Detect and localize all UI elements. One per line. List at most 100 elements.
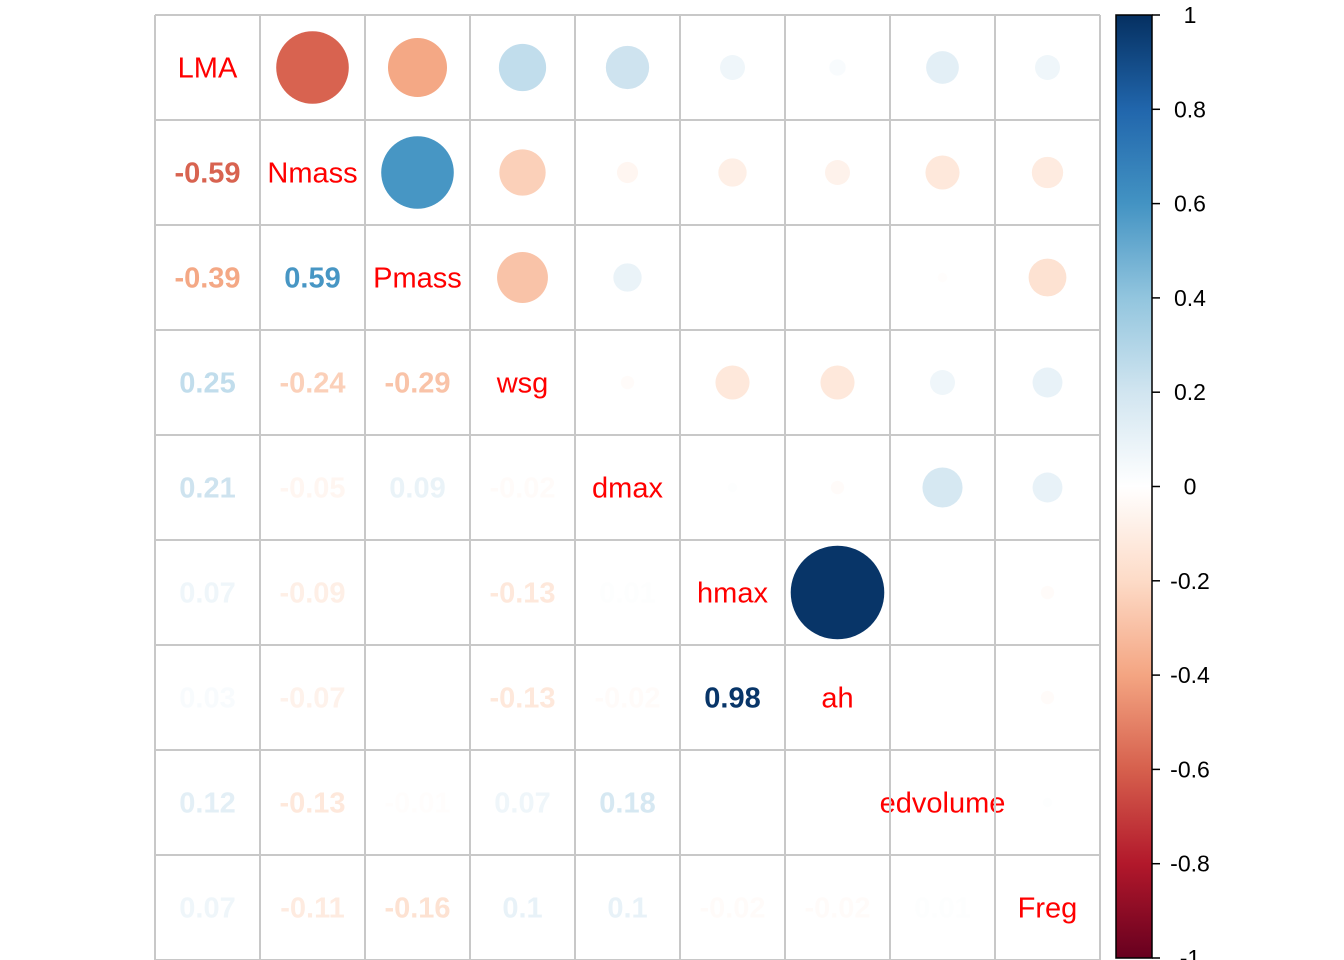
cell-Pmass-ah: [785, 225, 890, 330]
corr-value-Freg-edvolume: 0.01: [914, 893, 970, 925]
corr-circle-wsg-dmax: [620, 375, 635, 390]
corr-value-hmax-dmax: 0.01: [599, 578, 655, 610]
cell-Nmass-Nmass: [260, 120, 365, 225]
corr-value-hmax-LMA: 0.07: [179, 578, 235, 610]
corr-circle-LMA-ah: [829, 59, 846, 76]
cell-ah-Nmass: [260, 645, 365, 750]
corr-value-edvolume-Pmass: -0.01: [384, 788, 450, 820]
corr-circle-Nmass-ah: [825, 160, 850, 185]
color-legend-tick-label: -0.4: [1170, 662, 1210, 688]
cell-Freg-Pmass: [365, 855, 470, 960]
corr-value-dmax-Pmass: 0.09: [389, 473, 445, 505]
corr-circle-LMA-edvolume: [926, 51, 959, 84]
variable-label-wsg: wsg: [496, 368, 549, 400]
cell-wsg-LMA: [155, 330, 260, 435]
cell-hmax-Pmass: [365, 540, 470, 645]
variable-label-LMA: LMA: [178, 53, 238, 85]
corr-circle-dmax-edvolume: [922, 467, 963, 508]
color-legend-tick-label: -1: [1180, 945, 1200, 960]
variable-label-Nmass: Nmass: [267, 158, 357, 190]
color-legend-tick-label: -0.8: [1170, 851, 1210, 877]
cell-dmax-LMA: [155, 435, 260, 540]
corr-value-edvolume-ah: 0: [829, 788, 845, 820]
cell-ah-wsg: [470, 645, 575, 750]
corr-circle-Nmass-edvolume: [925, 155, 960, 190]
cell-hmax-hmax: [680, 540, 785, 645]
corr-value-Freg-Nmass: -0.11: [280, 893, 345, 925]
corr-circle-Nmass-wsg: [499, 149, 546, 196]
corr-value-edvolume-LMA: 0.12: [179, 788, 235, 820]
cell-Freg-dmax: [575, 855, 680, 960]
cell-dmax-Nmass: [260, 435, 365, 540]
cell-Nmass-LMA: [155, 120, 260, 225]
color-legend-tick-label: 1: [1184, 2, 1197, 28]
corr-circle-Pmass-Freg: [1028, 258, 1067, 297]
color-legend-bar: [1115, 14, 1153, 959]
corr-circle-Nmass-Freg: [1031, 156, 1064, 189]
corr-value-Freg-wsg: 0.1: [502, 893, 542, 925]
corr-circle-Pmass-edvolume: [937, 272, 948, 283]
corr-value-Freg-dmax: 0.1: [607, 893, 647, 925]
corr-circle-LMA-wsg: [498, 43, 547, 92]
corr-value-wsg-LMA: 0.25: [179, 368, 235, 400]
cell-hmax-wsg: [470, 540, 575, 645]
corr-circle-Nmass-dmax: [616, 161, 639, 184]
cell-Pmass-Nmass: [260, 225, 365, 330]
corr-value-edvolume-hmax: 0: [724, 788, 740, 820]
corr-value-dmax-wsg: -0.02: [489, 473, 555, 505]
corr-circle-LMA-dmax: [605, 45, 650, 90]
cell-edvolume-ah: [785, 750, 890, 855]
variable-label-dmax: dmax: [592, 473, 663, 505]
corr-circle-Pmass-dmax: [613, 263, 642, 292]
color-legend-tick-label: 0.6: [1174, 191, 1206, 217]
cell-Freg-edvolume: [890, 855, 995, 960]
cell-Freg-hmax: [680, 855, 785, 960]
corr-circle-wsg-Freg: [1032, 367, 1063, 398]
cell-edvolume-edvolume: [890, 750, 995, 855]
corr-circle-wsg-edvolume: [930, 370, 955, 395]
variable-label-Pmass: Pmass: [373, 263, 462, 295]
cell-Freg-wsg: [470, 855, 575, 960]
cell-Pmass-Pmass: [365, 225, 470, 330]
cell-Freg-ah: [785, 855, 890, 960]
corr-value-dmax-Nmass: -0.05: [279, 473, 345, 505]
color-legend-tick-label: 0: [1184, 474, 1197, 500]
corr-circle-LMA-Nmass: [276, 31, 349, 104]
color-legend-ticks: 1 0.8 0.6 0.4 0.2 0 -0.2 -0.4 -0.6 -0.8 -1: [1152, 2, 1210, 960]
cell-edvolume-wsg: [470, 750, 575, 855]
corr-circle-Pmass-wsg: [497, 252, 548, 303]
cell-dmax-wsg: [470, 435, 575, 540]
cell-dmax-dmax: [575, 435, 680, 540]
corr-value-edvolume-Nmass: -0.13: [279, 788, 345, 820]
corr-value-Nmass-LMA: -0.59: [174, 158, 240, 190]
corr-value-dmax-LMA: 0.21: [179, 473, 235, 505]
cell-ah-LMA: [155, 645, 260, 750]
cell-Pmass-LMA: [155, 225, 260, 330]
corr-value-Freg-hmax: -0.02: [699, 893, 765, 925]
cell-hmax-LMA: [155, 540, 260, 645]
corr-value-wsg-Nmass: -0.24: [279, 368, 345, 400]
cell-ah-edvolume: [890, 645, 995, 750]
corr-circle-Nmass-Pmass: [381, 136, 454, 209]
corr-value-ah-dmax: -0.02: [594, 683, 660, 715]
corr-circle-hmax-ah: [790, 545, 885, 640]
corr-value-edvolume-dmax: 0.18: [599, 788, 655, 820]
cell-ah-Pmass: [365, 645, 470, 750]
corr-value-ah-hmax: 0.98: [704, 683, 760, 715]
color-legend-tick-label: 0.4: [1174, 285, 1206, 311]
corr-value-wsg-Pmass: -0.29: [384, 368, 450, 400]
cell-Pmass-hmax: [680, 225, 785, 330]
color-legend: 1 0.8 0.6 0.4 0.2 0 -0.2 -0.4 -0.6 -0.8 -1: [1115, 2, 1210, 960]
color-legend-tick-label: -0.2: [1170, 568, 1210, 594]
variable-label-ah: ah: [821, 683, 853, 715]
cell-edvolume-LMA: [155, 750, 260, 855]
corr-circle-Nmass-hmax: [718, 158, 747, 187]
correlation-marks: LMA -0.59 Nmass -0.39 0.59 Pmass 0.25 -0.24 -0.2…: [174, 31, 1077, 925]
corr-value-hmax-Pmass: 0: [409, 578, 425, 610]
cell-LMA-LMA: [155, 15, 260, 120]
cell-edvolume-dmax: [575, 750, 680, 855]
cell-wsg-wsg: [470, 330, 575, 435]
corr-circle-dmax-Freg: [1032, 472, 1063, 503]
cell-ah-dmax: [575, 645, 680, 750]
cell-wsg-Nmass: [260, 330, 365, 435]
